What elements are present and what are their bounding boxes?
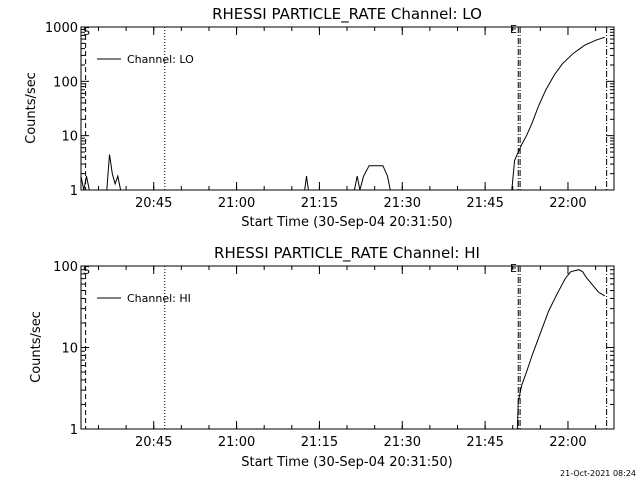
lo-ticks: 20:45 21:00 21:15 21:30 21:45 22:00 1 10 100 1000 — [45, 21, 614, 211]
lo-x-tick-label: 20:45 — [135, 196, 172, 211]
lo-y-tick-label: 10 — [61, 130, 78, 145]
hi-start-marker: S — [83, 264, 90, 277]
lo-start-marker: S — [83, 25, 90, 38]
lo-x-tick-label: 22:00 — [549, 196, 586, 211]
hi-y-tick-label: 10 — [61, 342, 78, 357]
lo-plot-frame — [80, 26, 615, 191]
lo-y-axis-label: Counts/sec — [24, 72, 39, 144]
hi-series-line — [516, 269, 606, 430]
lo-end-marker: E — [510, 23, 517, 36]
hi-chart-title: RHESSI PARTICLE_RATE Channel: HI — [214, 244, 480, 263]
lo-x-tick-label: 21:45 — [466, 196, 503, 211]
hi-series — [516, 269, 606, 430]
hi-vertical-lines — [85, 266, 608, 429]
hi-end-marker: E — [510, 262, 517, 275]
lo-x-axis-label: Start Time (30-Sep-04 20:31:50) — [241, 215, 452, 230]
lo-channel-panel: RHESSI PARTICLE_RATE Channel: LO Counts/… — [24, 5, 615, 230]
hi-plot-frame — [80, 265, 615, 430]
hi-legend-label: Channel: HI — [127, 292, 191, 305]
hi-x-tick-label: 21:45 — [466, 435, 503, 450]
hi-x-tick-label: 20:45 — [135, 435, 172, 450]
hi-x-tick-label: 22:00 — [549, 435, 586, 450]
lo-y-tick-label: 1000 — [45, 21, 78, 36]
lo-series-line — [80, 36, 605, 191]
lo-x-tick-label: 21:30 — [384, 196, 421, 211]
hi-x-tick-label: 21:00 — [218, 435, 255, 450]
lo-x-tick-label: 21:15 — [301, 196, 338, 211]
lo-y-tick-label: 1 — [70, 184, 78, 199]
hi-channel-panel: RHESSI PARTICLE_RATE Channel: HI Counts/… — [29, 244, 615, 470]
lo-vertical-lines — [85, 27, 608, 190]
hi-x-axis-label: Start Time (30-Sep-04 20:31:50) — [241, 455, 452, 470]
hi-y-tick-label: 100 — [53, 260, 78, 275]
hi-x-tick-label: 21:30 — [384, 435, 421, 450]
generation-timestamp: 21-Oct-2021 08:24 — [560, 469, 636, 478]
lo-x-tick-label: 21:00 — [218, 196, 255, 211]
hi-y-axis-label: Counts/sec — [29, 311, 44, 383]
hi-ticks: 20:45 21:00 21:15 21:30 21:45 22:00 1 10 100 — [53, 260, 614, 450]
lo-chart-title: RHESSI PARTICLE_RATE Channel: LO — [212, 5, 482, 24]
lo-series — [80, 36, 605, 191]
hi-x-tick-label: 21:15 — [301, 435, 338, 450]
lo-y-tick-label: 100 — [53, 75, 78, 90]
hi-y-tick-label: 1 — [70, 423, 78, 438]
lo-legend-label: Channel: LO — [127, 53, 194, 66]
